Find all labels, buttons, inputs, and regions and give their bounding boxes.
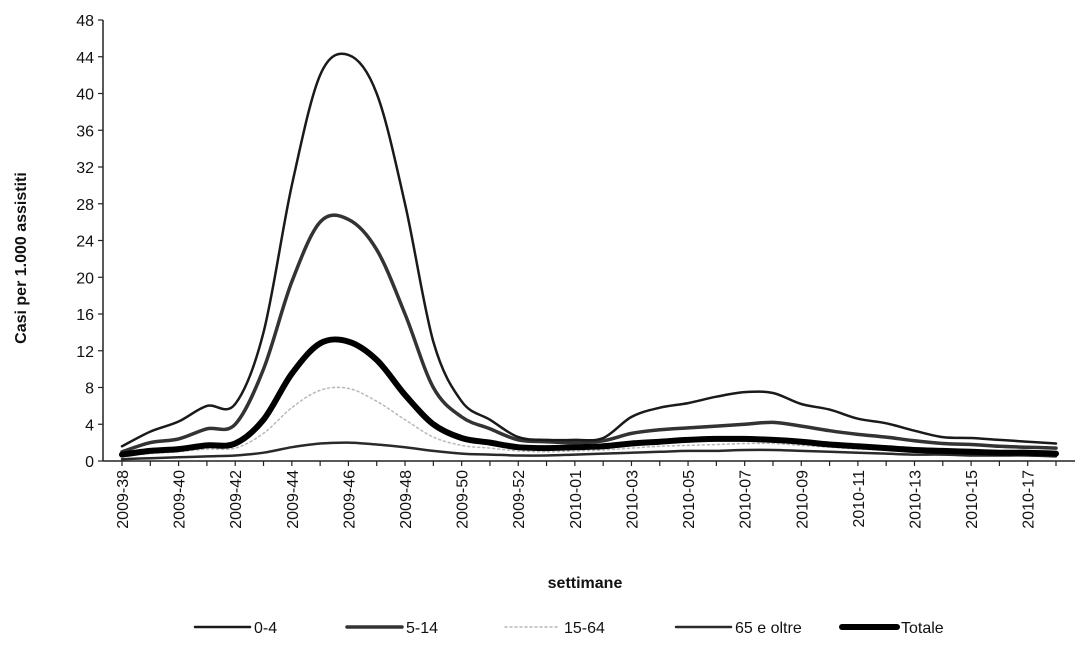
- legend-label: 5-14: [406, 620, 438, 637]
- x-tick-label: 2010-17: [1021, 470, 1038, 529]
- x-tick-label: 2009-44: [285, 470, 302, 529]
- legend-label: 0-4: [254, 620, 277, 637]
- y-tick-label: 20: [76, 270, 94, 287]
- x-tick-label: 2010-03: [624, 470, 641, 529]
- y-tick-label: 16: [76, 307, 94, 324]
- y-tick-label: 48: [76, 13, 94, 30]
- y-tick-label: 8: [85, 381, 94, 398]
- x-tick-label: 2010-01: [568, 470, 585, 529]
- y-tick-label: 4: [85, 417, 94, 434]
- x-tick-label: 2010-15: [964, 470, 981, 529]
- y-tick-label: 24: [76, 234, 94, 251]
- series-line-15-64: [121, 386, 1057, 458]
- y-tick-label: 12: [76, 344, 94, 361]
- y-tick-label: 44: [76, 50, 94, 67]
- y-tick-label: 36: [76, 123, 94, 140]
- x-tick-label: 2009-38: [115, 470, 132, 529]
- x-tick-label: 2009-50: [455, 470, 472, 529]
- legend-label: 15-64: [564, 620, 605, 637]
- x-tick-label: 2009-52: [511, 470, 528, 529]
- x-tick-label: 2010-05: [681, 470, 698, 529]
- y-tick-label: 28: [76, 197, 94, 214]
- y-tick-label: 40: [76, 87, 94, 104]
- series-line-65-e-oltre: [120, 441, 1058, 461]
- x-axis-title: settimane: [548, 575, 623, 592]
- y-axis-title: Casi per 1.000 assistiti: [13, 172, 30, 344]
- y-tick-label: 0: [85, 454, 94, 471]
- x-tick-label: 2010-07: [738, 470, 755, 529]
- y-tick-label: 32: [76, 160, 94, 177]
- series-line-5-14: [120, 213, 1058, 454]
- x-tick-label: 2009-42: [228, 470, 245, 529]
- legend-label: Totale: [901, 620, 944, 637]
- x-tick-label: 2010-13: [907, 470, 924, 529]
- series-lines: [119, 52, 1059, 461]
- x-tick-label: 2009-40: [172, 470, 189, 529]
- x-axis: 2009-38 2009-40 2009-42 2009-44 2009-46 2009-…: [103, 460, 1075, 529]
- series-line-totale: [119, 336, 1059, 458]
- legend: 0-4 5-14 15-64 65 e oltre Totale: [193, 620, 944, 637]
- x-tick-label: 2010-09: [794, 470, 811, 529]
- legend-label: 65 e oltre: [735, 620, 802, 637]
- x-tick-label: 2009-46: [341, 470, 358, 529]
- series-line-0-4: [120, 52, 1058, 448]
- x-tick-label: 2009-48: [398, 470, 415, 529]
- x-tick-label: 2010-11: [851, 470, 868, 528]
